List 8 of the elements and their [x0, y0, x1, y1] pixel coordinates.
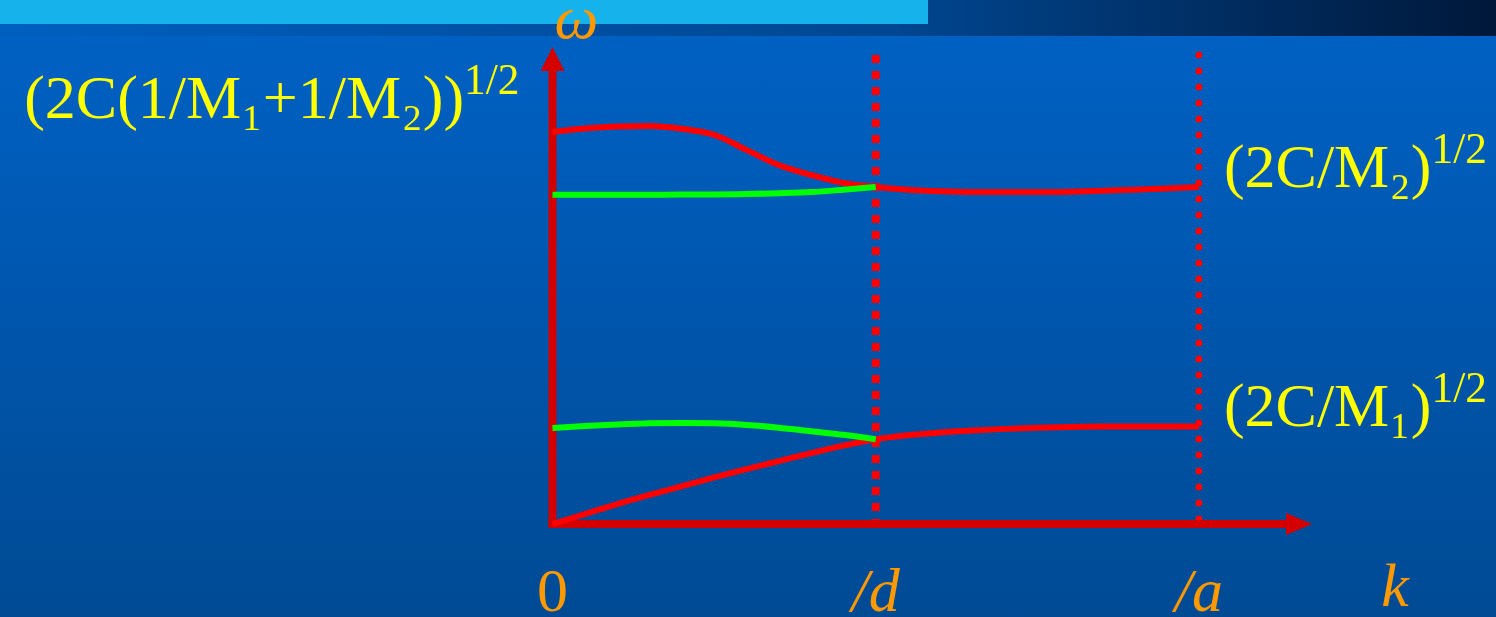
- x-tick-label: /a: [1171, 556, 1223, 617]
- x-axis-title: k: [1381, 551, 1411, 617]
- x-tick-label: /d: [848, 556, 901, 617]
- annotation: (2C/M₂)$^{1/2}$: [1223, 124, 1487, 201]
- annotation: (2C/M₁)$^{1/2}$: [1223, 363, 1487, 441]
- x-tick-label: 0: [537, 556, 568, 617]
- y-axis-title: ω: [554, 0, 599, 51]
- annotation: (2C(1/M₁+1/M₂))$^{1/2}$: [24, 55, 520, 132]
